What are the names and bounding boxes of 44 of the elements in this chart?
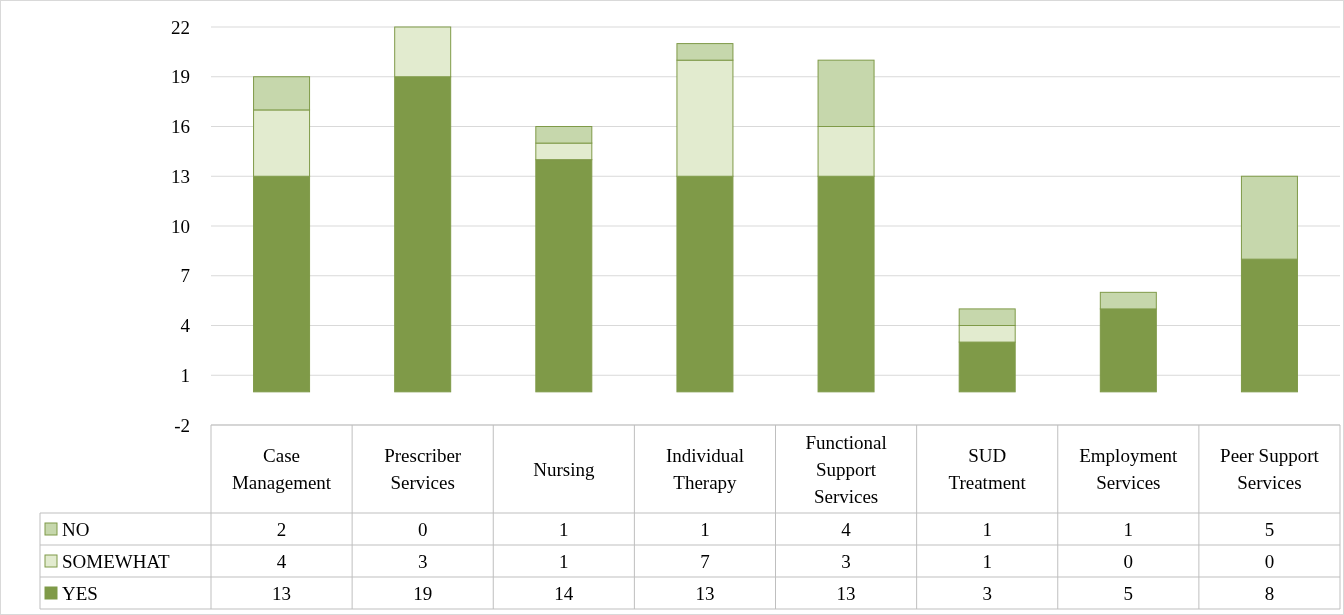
x-tick-label: Case Management [231,445,332,494]
data-label: 1 [1123,518,1134,540]
x-tick-label: Employment Services [1079,445,1179,494]
data-label: 0 [417,518,428,540]
data-label: 1 [559,550,569,572]
y-tick-label: 19 [171,66,190,88]
data-label: 1 [982,550,992,572]
data-label: 8 [1264,582,1275,604]
data-label: 1 [559,518,569,540]
y-tick-label: 1 [180,364,190,386]
data-label: 19 [413,582,433,604]
y-tick-label: 16 [171,116,190,138]
data-label: 1 [982,518,992,540]
data-label: 3 [417,550,428,572]
y-tick-label: 7 [180,265,190,287]
data-label: 13 [836,582,856,604]
data-label: 5 [1123,582,1134,604]
y-tick-label: 4 [180,315,191,337]
data-label: 3 [982,582,992,604]
data-label: 4 [841,518,852,540]
data-label: 13 [695,582,715,604]
x-tick-label: Peer Support Services [1220,445,1320,494]
data-label: 4 [276,550,287,572]
legend-label: YES [62,582,98,604]
data-label: 3 [841,550,851,572]
data-label: 2 [276,518,287,540]
data-label: 1 [700,518,710,540]
y-tick-label: 13 [171,165,190,187]
data-label: 14 [554,582,574,604]
legend-label: NO [62,518,90,540]
data-label: 7 [700,550,710,572]
y-tick-label: 22 [171,16,190,38]
x-tick-label: SUD Treatment [948,445,1027,494]
legend-label: SOMEWHAT [62,550,171,572]
y-tick-label: -2 [174,414,190,436]
data-label: 0 [1264,550,1275,572]
x-tick-label: Functional Support Services [805,431,887,507]
data-label: 13 [272,582,292,604]
data-label: 0 [1123,550,1134,572]
data-label: 5 [1264,518,1275,540]
x-tick-label: Nursing [533,458,595,480]
y-tick-label: 10 [171,215,190,237]
x-tick-label: Prescriber Services [384,445,462,494]
x-tick-label: Individual Therapy [665,445,744,494]
